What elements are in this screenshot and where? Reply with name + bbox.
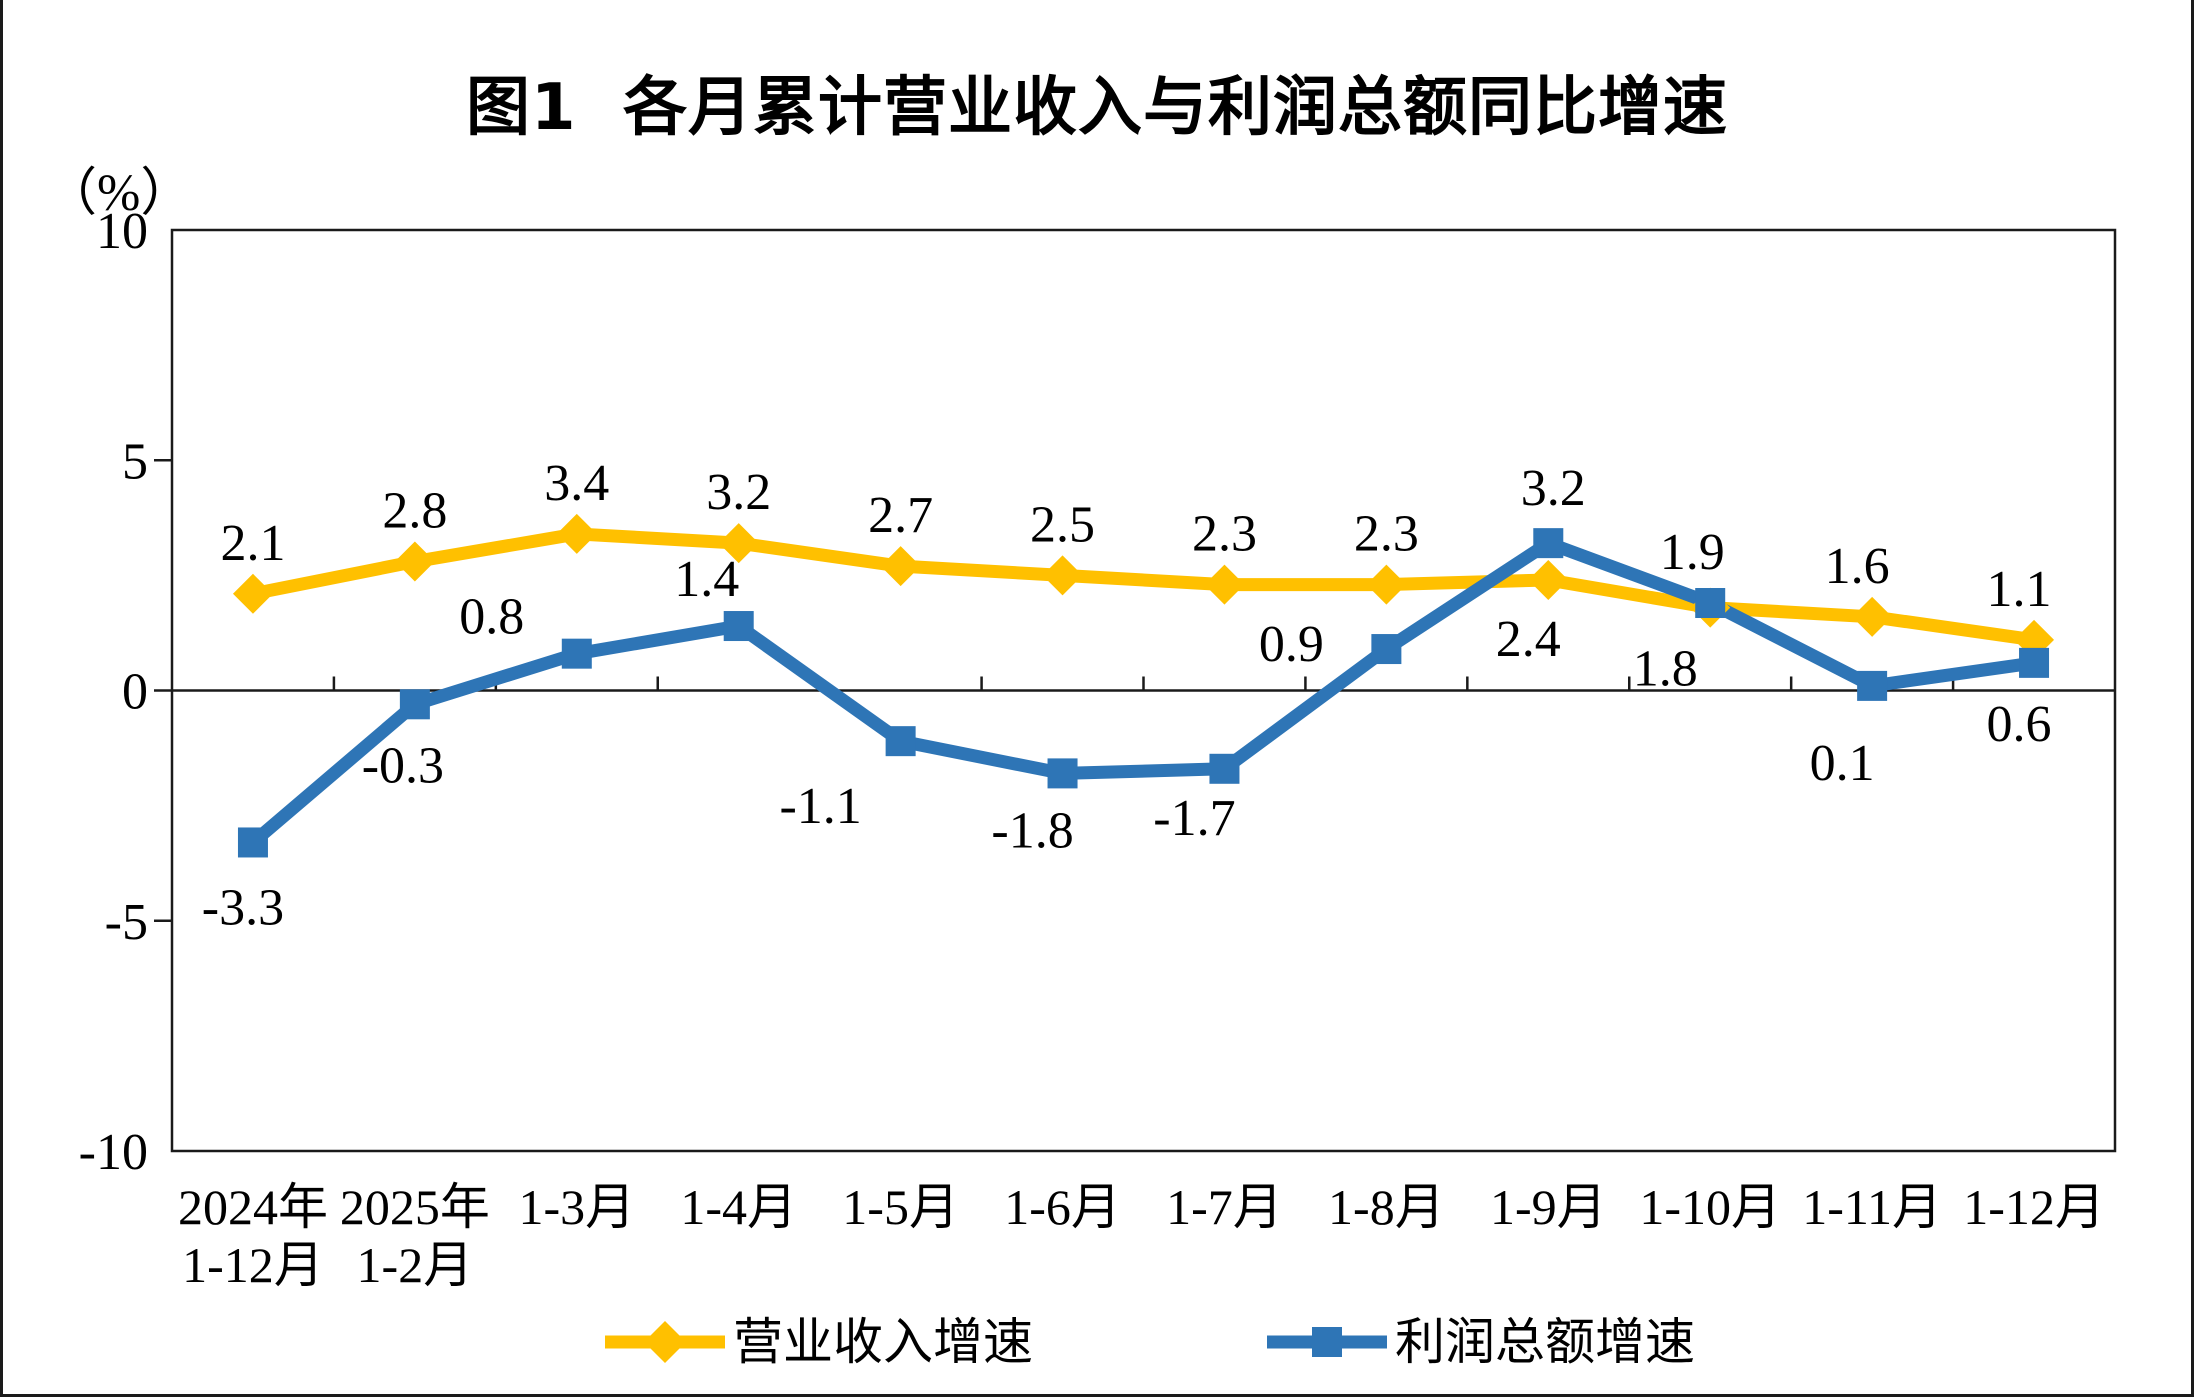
data-label: 2.5 (1030, 496, 1095, 553)
y-axis-label: 10 (96, 203, 148, 260)
data-point-marker-diamond (1528, 559, 1569, 600)
x-axis-label: 1-3月 (518, 1179, 635, 1235)
x-axis-label: 1-12月 (1963, 1179, 2105, 1235)
data-label: 3.2 (1521, 460, 1586, 517)
data-label: 0.8 (459, 589, 524, 646)
profit-series-swatch-icon (1267, 1327, 1387, 1357)
y-axis-unit-label: （%） (45, 165, 193, 222)
data-point-marker-diamond (880, 546, 921, 587)
data-label: 1.4 (674, 551, 739, 608)
data-point-marker-square (885, 726, 916, 757)
data-label: 1.6 (1825, 538, 1890, 595)
data-label: -1.8 (991, 802, 1073, 859)
y-axis-label: 5 (122, 433, 148, 490)
data-point-marker-square (1371, 634, 1402, 665)
x-axis-label: 1-12月 (182, 1237, 324, 1293)
data-label: -1.7 (1153, 790, 1235, 847)
y-axis-label: -10 (79, 1124, 148, 1181)
x-axis-label: 1-10月 (1639, 1179, 1781, 1235)
x-axis-label: 1-9月 (1490, 1179, 1607, 1235)
data-label: 2.8 (382, 483, 447, 540)
data-point-marker-square (1047, 758, 1078, 789)
data-point-marker-diamond (1204, 564, 1245, 605)
data-label: 2.3 (1354, 506, 1419, 563)
data-point-marker-square (399, 689, 430, 720)
data-point-marker-square (1695, 588, 1726, 619)
chart-legend: 营业收入增速 利润总额增速 (3, 1310, 2191, 1380)
data-label: 0.1 (1810, 735, 1875, 792)
y-axis-label: -5 (105, 894, 148, 951)
x-axis-label: 2025年 (340, 1179, 490, 1235)
x-axis-label: 1-5月 (842, 1179, 959, 1235)
data-point-marker-diamond (718, 523, 759, 564)
revenue-series-swatch-icon (605, 1321, 725, 1363)
data-label: 1.8 (1633, 641, 1698, 698)
data-point-marker-diamond (556, 513, 597, 554)
data-point-marker-square (2019, 647, 2050, 678)
series-line-0 (251, 527, 2035, 647)
data-label: 1.9 (1660, 524, 1725, 581)
data-label: 0.6 (1987, 696, 2052, 753)
data-label: 1.1 (1987, 561, 2052, 618)
data-point-marker-square (1857, 670, 1888, 701)
data-point-marker-diamond (1852, 596, 1893, 637)
data-point-marker-square (1533, 528, 1564, 559)
data-label: 3.2 (706, 464, 771, 521)
data-point-marker-square (237, 827, 268, 858)
x-axis-label: 1-2月 (357, 1237, 474, 1293)
data-label: 2.4 (1496, 611, 1561, 668)
data-label: -1.1 (779, 778, 861, 835)
series-line-1 (248, 536, 2035, 848)
data-point-marker-square (723, 611, 754, 642)
x-axis-label: 1-7月 (1166, 1179, 1283, 1235)
x-axis-label: 1-4月 (680, 1179, 797, 1235)
legend-item-revenue: 营业收入增速 (603, 1310, 1033, 1374)
data-label: 2.3 (1192, 506, 1257, 563)
x-axis-label: 2024年 (178, 1179, 328, 1235)
x-axis-label: 1-6月 (1004, 1179, 1121, 1235)
data-point-marker-diamond (1366, 564, 1407, 605)
legend-item-profit: 利润总额增速 (1265, 1310, 1695, 1374)
data-point-marker-diamond (1042, 555, 1083, 596)
data-label: 2.1 (220, 515, 285, 572)
data-label: 0.9 (1259, 616, 1324, 673)
data-label: -0.3 (362, 737, 444, 794)
data-point-marker-diamond (394, 541, 435, 582)
x-axis-label: 1-8月 (1328, 1179, 1445, 1235)
legend-label-profit: 利润总额增速 (1395, 1314, 1695, 1370)
data-label: 2.7 (868, 487, 933, 544)
x-axis-label: 1-11月 (1802, 1179, 1942, 1235)
data-label: 3.4 (544, 455, 609, 512)
data-point-marker-square (1209, 753, 1240, 784)
legend-label-revenue: 营业收入增速 (733, 1314, 1033, 1370)
data-label: -3.3 (202, 879, 284, 936)
data-point-marker-diamond (232, 573, 273, 614)
data-point-marker-square (561, 638, 592, 669)
y-axis-label: 0 (122, 664, 148, 721)
chart-title: 图1 各月累计营业收入与利润总额同比增速 (465, 71, 1729, 145)
